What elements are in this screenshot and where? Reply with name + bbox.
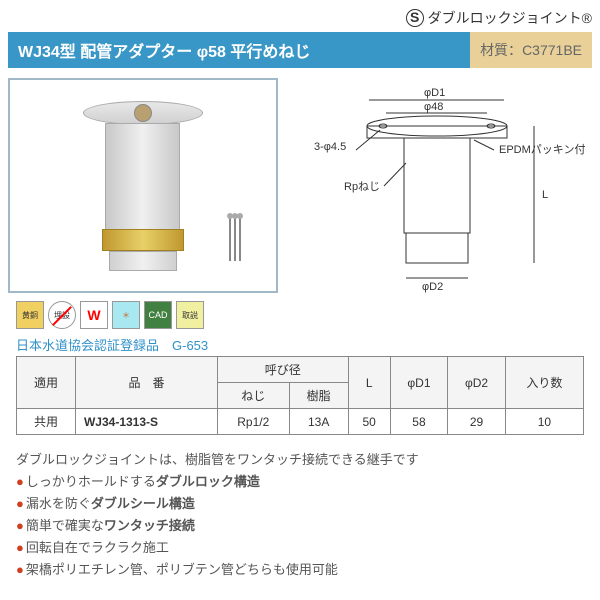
svg-text:3-φ4.5: 3-φ4.5: [314, 141, 346, 153]
badge-w: W: [80, 301, 108, 329]
td-d2: 29: [448, 409, 506, 435]
brand-reg: ®: [582, 10, 592, 26]
desc-b3: 簡単で確実なワンタッチ接続: [16, 515, 584, 537]
table-row: 共用 WJ34-1313-S Rp1/2 13A 50 58 29 10: [17, 409, 584, 435]
th-resin: 樹脂: [289, 383, 348, 409]
description: ダブルロックジョイントは、樹脂管をワンタッチ接続できる継手です しっかりホールド…: [8, 449, 592, 582]
header-bar: WJ34型 配管アダプター φ58 平行めねじ 材質：C3771BE: [8, 32, 592, 68]
badge-row: 黄銅 埋設 W ＊ CAD 取説: [8, 301, 592, 329]
product-photo: [8, 78, 278, 293]
th-part: 品 番: [75, 357, 217, 409]
th-diameter: 呼び径: [217, 357, 348, 383]
badge-cad: CAD: [144, 301, 172, 329]
brand-row: S ダブルロックジョイント®: [8, 8, 592, 28]
td-thread: Rp1/2: [217, 409, 289, 435]
badge-no-bury: 埋設: [48, 301, 76, 329]
desc-b1: しっかりホールドするダブルロック構造: [16, 471, 584, 493]
svg-text:EPDMパッキン付: EPDMパッキン付: [499, 143, 585, 156]
material-label: 材質：: [480, 40, 522, 60]
svg-text:L: L: [542, 189, 548, 201]
badge-snow: ＊: [112, 301, 140, 329]
td-d1: 58: [390, 409, 448, 435]
th-qty: 入り数: [505, 357, 583, 409]
th-apply: 適用: [17, 357, 76, 409]
th-d1: φD1: [390, 357, 448, 409]
technical-drawing: φD1 φ48 3-φ4.5 Rpねじ EPDMパッキン付 L φD2: [286, 78, 592, 293]
certification: 日本水道協会認証登録品 G-653: [16, 335, 584, 354]
desc-b2: 漏水を防ぐダブルシール構造: [16, 493, 584, 515]
desc-b4: 回転自在でラクラク施工: [16, 537, 584, 559]
td-qty: 10: [505, 409, 583, 435]
diagram-section: φD1 φ48 3-φ4.5 Rpねじ EPDMパッキン付 L φD2: [8, 78, 592, 293]
th-L: L: [348, 357, 390, 409]
svg-text:φ48: φ48: [424, 101, 443, 113]
product-title: WJ34型 配管アダプター φ58 平行めねじ: [8, 32, 470, 68]
badge-manual: 取説: [176, 301, 204, 329]
brand-name: ダブルロックジョイント: [428, 8, 582, 28]
desc-b5: 架橋ポリエチレン管、ポリブテン管どちらも使用可能: [16, 559, 584, 581]
th-thread: ねじ: [217, 383, 289, 409]
svg-text:φD2: φD2: [422, 281, 443, 293]
material-box: 材質：C3771BE: [470, 32, 592, 68]
spec-table: 適用 品 番 呼び径 L φD1 φD2 入り数 ねじ 樹脂 共用 WJ34-1…: [16, 356, 584, 435]
material-value: C3771BE: [522, 42, 582, 58]
svg-text:φD1: φD1: [424, 87, 445, 99]
td-part: WJ34-1313-S: [75, 409, 217, 435]
badge-brass: 黄銅: [16, 301, 44, 329]
desc-intro: ダブルロックジョイントは、樹脂管をワンタッチ接続できる継手です: [16, 449, 584, 471]
svg-text:Rpねじ: Rpねじ: [344, 180, 380, 193]
td-L: 50: [348, 409, 390, 435]
td-apply: 共用: [17, 409, 76, 435]
th-d2: φD2: [448, 357, 506, 409]
td-resin: 13A: [289, 409, 348, 435]
brand-symbol: S: [406, 9, 424, 27]
